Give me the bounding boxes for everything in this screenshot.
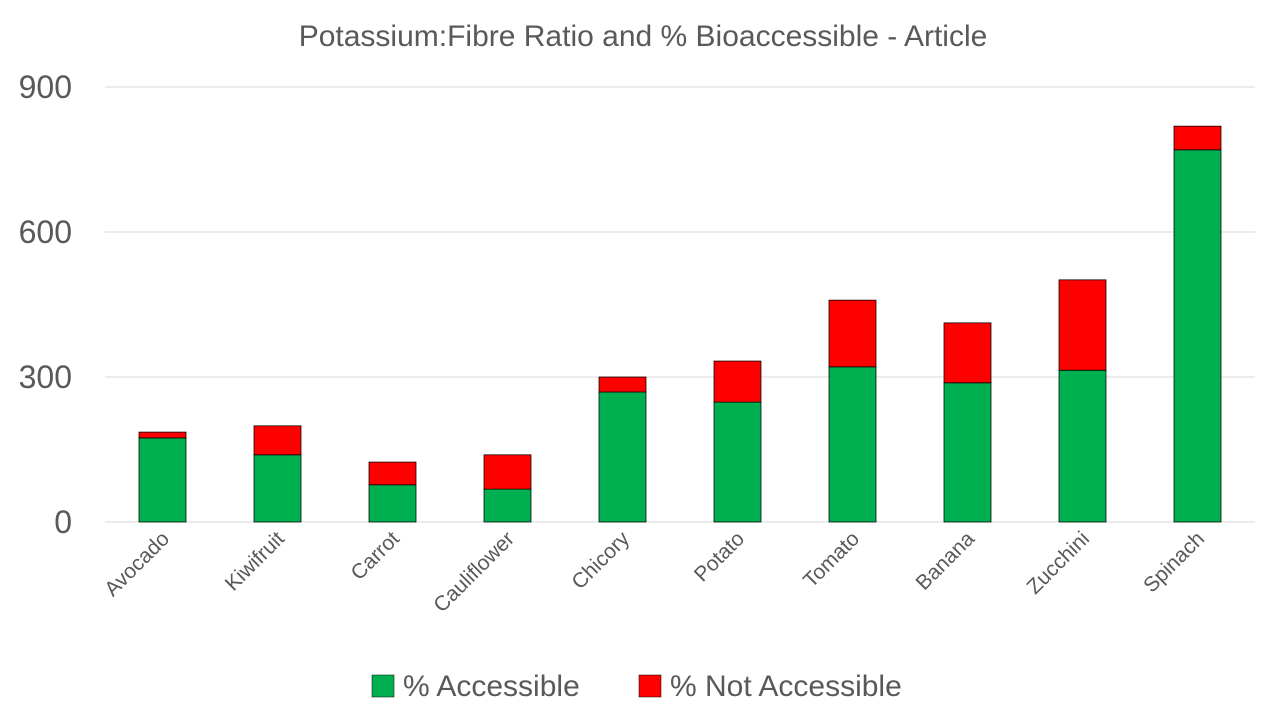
bar-potato-not-accessible <box>713 360 762 403</box>
legend-swatch-accessible <box>371 674 395 698</box>
legend-swatch-not-accessible <box>638 674 662 698</box>
bar-zucchini-accessible <box>1058 369 1107 523</box>
bar-potato-accessible <box>713 401 762 523</box>
chart-title: Potassium:Fibre Ratio and % Bioaccessibl… <box>299 20 988 53</box>
y-tick-label: 900 <box>19 69 72 105</box>
bar-banana-accessible <box>943 382 992 523</box>
legend: % Accessible % Not Accessible <box>371 670 902 703</box>
bar-carrot-accessible <box>368 484 417 523</box>
bar-zucchini-not-accessible <box>1058 279 1107 371</box>
bars <box>138 125 1222 523</box>
y-tick-label: 600 <box>19 214 72 250</box>
x-tick-label: Spinach <box>1139 527 1209 597</box>
y-tick-label: 0 <box>54 504 72 540</box>
legend-label-not-accessible: % Not Accessible <box>670 670 902 703</box>
x-tick-label: Zucchini <box>1022 527 1094 599</box>
bar-avocado-accessible <box>138 437 187 523</box>
bar-banana-not-accessible <box>943 322 992 384</box>
bar-cauliflower-accessible <box>483 488 532 523</box>
x-axis-labels: Avocado Kiwifruit Carrot Cauliflower Chicory… <box>100 527 1209 617</box>
bar-avocado-not-accessible <box>138 431 187 439</box>
bar-chicory-not-accessible <box>598 376 647 393</box>
bar-tomato-accessible <box>828 366 877 523</box>
x-tick-label: Tomato <box>799 527 864 592</box>
bar-chicory-accessible <box>598 391 647 523</box>
bar-carrot-not-accessible <box>368 461 417 486</box>
x-tick-label: Chicory <box>567 527 634 594</box>
y-axis-ticks: 0 300 600 900 <box>19 69 72 540</box>
bar-cauliflower-not-accessible <box>483 454 532 490</box>
x-tick-label: Carrot <box>347 527 405 585</box>
bar-spinach-accessible <box>1173 149 1222 523</box>
bar-spinach-not-accessible <box>1173 125 1222 151</box>
y-tick-label: 300 <box>19 359 72 395</box>
x-tick-label: Banana <box>912 527 980 595</box>
x-tick-label: Cauliflower <box>429 527 519 617</box>
legend-label-accessible: % Accessible <box>403 670 580 703</box>
bar-kiwifruit-not-accessible <box>253 425 302 456</box>
bar-tomato-not-accessible <box>828 299 877 368</box>
x-tick-label: Avocado <box>100 527 174 601</box>
x-tick-label: Kiwifruit <box>221 527 289 595</box>
x-tick-label: Potato <box>690 527 749 586</box>
bar-kiwifruit-accessible <box>253 454 302 523</box>
